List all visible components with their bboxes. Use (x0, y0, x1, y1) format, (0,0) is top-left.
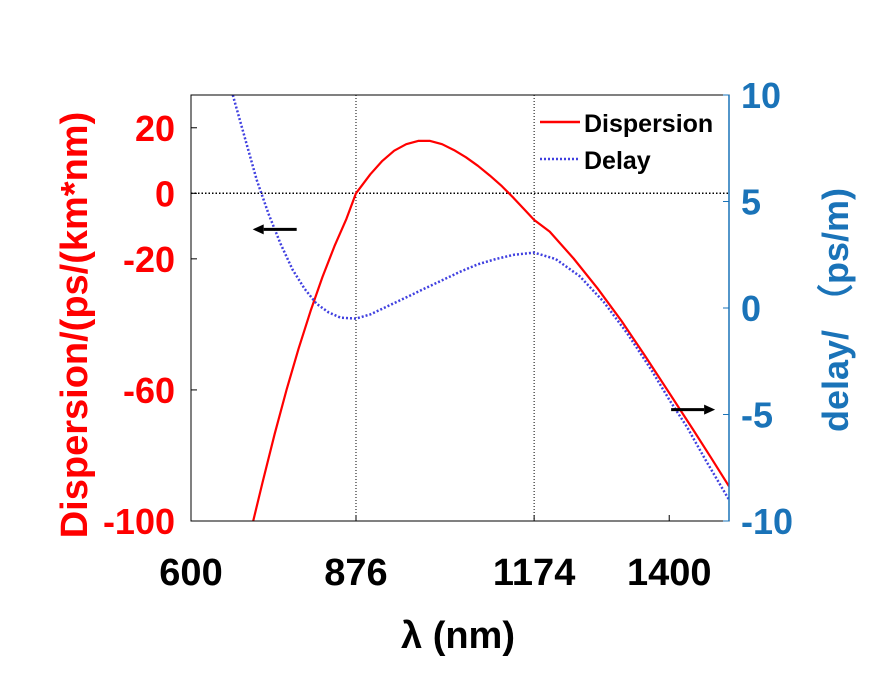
y-left-axis-label: Dispersion/(ps/(km*nm) (54, 112, 96, 539)
y-right-tick-label: -5 (741, 395, 773, 436)
legend-label-dispersion: Dispersion (584, 110, 713, 138)
x-axis-label: λ (nm) (401, 615, 515, 657)
legend-label-delay: Delay (584, 147, 651, 175)
y-left-tick-label: -100 (103, 501, 175, 542)
y-right-tick-label: 5 (741, 182, 761, 223)
y-left-tick-label: -20 (123, 239, 175, 280)
reference-lines (191, 95, 729, 521)
legend: Dispersion Delay (540, 110, 713, 175)
y-right-tick-label: 0 (741, 288, 761, 329)
x-tick-label: 1400 (627, 552, 712, 594)
y-right-axis-label: delay/ （ps/m) (815, 188, 856, 432)
arrow-head (252, 224, 264, 235)
y-left-tick-label: 20 (135, 108, 175, 149)
series-line-delay (231, 95, 729, 501)
y-left-tick-label: 0 (155, 173, 175, 214)
series-line-dispersion (252, 139, 729, 521)
arrow-left (252, 224, 297, 235)
arrow-right (671, 404, 716, 415)
y-right-tick-label: -10 (741, 501, 793, 542)
x-tick-label: 876 (324, 552, 387, 594)
ticks-layer: 600 876 1174 1400 20 0 -20 -60 -100 10 5 0 -5 -10 (103, 75, 793, 594)
arrow-head (704, 404, 716, 415)
x-tick-label: 1174 (493, 552, 575, 594)
series-layer (231, 95, 729, 521)
y-left-tick-label: -60 (123, 370, 175, 411)
annotation-layer (252, 224, 716, 415)
y-right-tick-label: 10 (741, 75, 781, 116)
x-tick-label: 600 (159, 552, 222, 594)
